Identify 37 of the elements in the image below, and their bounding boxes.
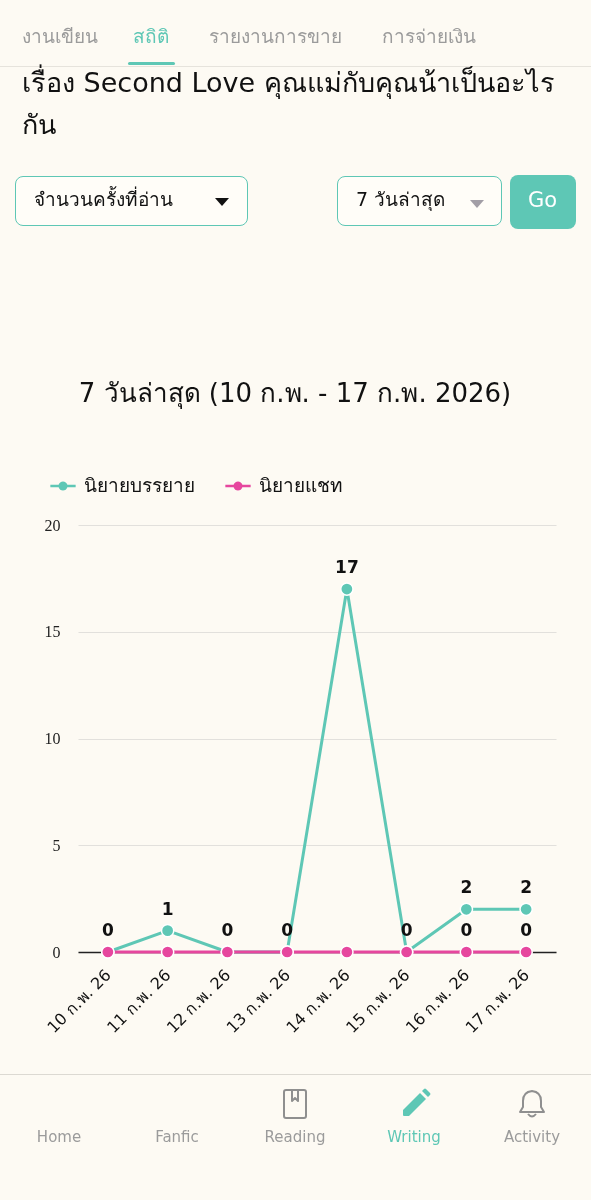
point <box>160 923 175 938</box>
text: 7 วันล่าสุด <box>356 187 446 212</box>
y-tick-label: 0 <box>52 943 61 961</box>
text: เรื่อง Second Love คุณแม่กับคุณน้าเป็นอะไรกัน <box>22 63 556 142</box>
data-label: 0 <box>520 920 533 940</box>
data-label: 2 <box>520 877 533 898</box>
text: Fanfic <box>155 1127 199 1148</box>
text: Writing <box>387 1127 441 1148</box>
text: Go <box>528 187 558 213</box>
data-label: 1 <box>161 898 174 919</box>
legend-label: นิยายแชท <box>259 474 343 496</box>
point <box>519 945 533 959</box>
point <box>160 945 175 959</box>
point <box>340 582 354 596</box>
data-label: 0 <box>101 920 114 940</box>
text: Reading <box>264 1127 326 1148</box>
text: Home <box>36 1127 82 1148</box>
text: การจ่ายเงิน <box>382 24 476 49</box>
y-tick-label: 15 <box>44 623 61 641</box>
data-label: 17 <box>335 557 359 578</box>
point <box>459 945 474 959</box>
point <box>459 902 474 917</box>
text: Activity <box>503 1127 561 1148</box>
y-tick-label: 10 <box>44 730 61 747</box>
point <box>519 902 533 917</box>
y-tick-label: 5 <box>52 836 61 854</box>
text: จำนวนครั้งที่อ่าน <box>34 186 173 212</box>
legend-label: นิยายบรรยาย <box>84 474 195 496</box>
text: งานเขียน <box>22 24 98 49</box>
text: รายงานการขาย <box>209 24 342 49</box>
data-label: 0 <box>460 920 473 940</box>
y-tick-label: 20 <box>44 516 61 534</box>
text: สถิติ <box>133 24 169 49</box>
chart-title: 7 วันล่าสุด (10 ก.พ. - 17 ก.พ. 2026) <box>78 378 512 409</box>
point <box>340 945 354 959</box>
data-label: 2 <box>460 877 473 898</box>
data-label: 0 <box>221 920 234 940</box>
